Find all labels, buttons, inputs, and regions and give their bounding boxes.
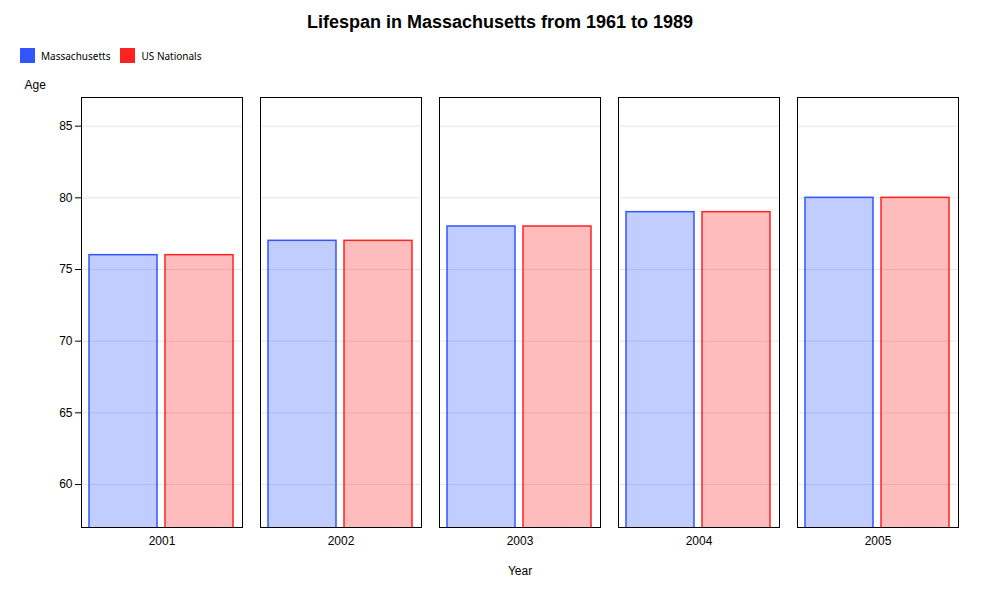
svg-text:65: 65 (59, 406, 73, 420)
svg-text:75: 75 (59, 262, 73, 276)
svg-text:Age: Age (25, 78, 47, 92)
svg-text:2003: 2003 (507, 534, 534, 548)
svg-text:Year: Year (508, 564, 532, 578)
svg-text:85: 85 (59, 119, 73, 133)
svg-text:60: 60 (59, 477, 73, 491)
html-text:Lifespan in Massachusetts from: Lifespan in Massachusetts from 1961 to 1… (306, 12, 694, 32)
svg-text:80: 80 (59, 191, 73, 205)
svg-text:2001: 2001 (149, 534, 176, 548)
svg-text:2002: 2002 (328, 534, 355, 548)
svg-text:2005: 2005 (865, 534, 892, 548)
html-text:Massachusetts: Massachusetts (41, 48, 111, 63)
svg-text:70: 70 (59, 334, 73, 348)
html-text:US Nationals: US Nationals (141, 48, 202, 63)
svg-text:2004: 2004 (686, 534, 713, 548)
